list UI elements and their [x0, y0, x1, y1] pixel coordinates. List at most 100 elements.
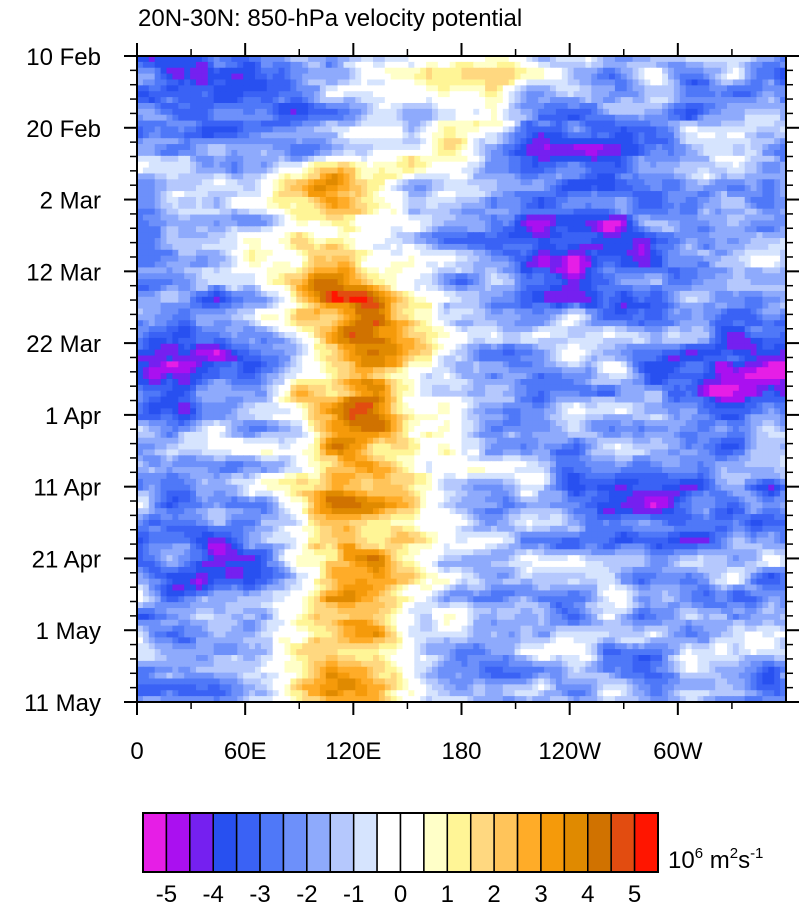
heatmap-cell: [673, 97, 681, 104]
heatmap-cell: [461, 108, 468, 116]
heatmap-cell: [697, 191, 704, 198]
heatmap-cell: [703, 308, 710, 315]
heatmap-cell: [526, 255, 533, 263]
heatmap-cell: [721, 296, 728, 304]
heatmap-cell: [290, 114, 297, 122]
heatmap-cell: [207, 232, 215, 239]
heatmap-cell: [219, 296, 227, 304]
heatmap-cell: [255, 161, 262, 169]
heatmap-cell: [644, 255, 651, 263]
heatmap-cell: [325, 220, 333, 227]
heatmap-cell: [485, 126, 492, 133]
heatmap-cell: [260, 108, 268, 116]
heatmap-cell: [213, 73, 221, 81]
heatmap-cell: [561, 314, 569, 321]
heatmap-cell: [166, 61, 173, 69]
heatmap-cell: [538, 173, 545, 180]
heatmap-cell: [331, 120, 339, 128]
heatmap-cell: [632, 202, 640, 210]
heatmap-cell: [148, 161, 156, 169]
heatmap-cell: [142, 249, 150, 257]
heatmap-cell: [473, 114, 480, 122]
heatmap-cell: [367, 167, 374, 175]
heatmap-cell: [738, 61, 746, 69]
heatmap-cell: [697, 155, 704, 163]
heatmap-cell: [207, 255, 215, 263]
heatmap-cell: [685, 249, 693, 257]
heatmap-cell: [544, 202, 551, 210]
heatmap-cell: [750, 120, 758, 128]
heatmap-cell: [414, 238, 421, 245]
heatmap-cell: [538, 85, 545, 92]
heatmap-cell: [685, 191, 693, 198]
heatmap-cell: [355, 261, 362, 269]
heatmap-cell: [426, 167, 433, 175]
heatmap-cell: [603, 85, 610, 92]
heatmap-cell: [402, 220, 409, 227]
heatmap-cell: [491, 114, 498, 122]
heatmap-cell: [461, 91, 468, 98]
heatmap-cell: [249, 138, 256, 145]
heatmap-cell: [272, 67, 280, 75]
heatmap-cell: [455, 243, 463, 251]
heatmap-cell: [272, 267, 280, 274]
heatmap-cell: [437, 155, 445, 163]
heatmap-cell: [148, 144, 156, 151]
heatmap-cell: [196, 285, 203, 292]
heatmap-cell: [544, 97, 551, 104]
heatmap-cell: [544, 67, 551, 75]
heatmap-cell: [709, 85, 716, 92]
heatmap-cell: [650, 214, 657, 222]
heatmap-cell: [508, 314, 516, 321]
heatmap-cell: [496, 56, 504, 63]
heatmap-cell: [201, 185, 209, 192]
heatmap-cell: [502, 267, 510, 274]
heatmap-cell: [408, 238, 415, 245]
heatmap-cell: [721, 73, 728, 81]
heatmap-cell: [172, 73, 179, 81]
heatmap-cell: [437, 214, 445, 222]
heatmap-cell: [732, 102, 740, 110]
heatmap-cell: [455, 126, 463, 133]
heatmap-cell: [160, 296, 168, 304]
heatmap-cell: [225, 232, 232, 239]
heatmap-cell: [420, 79, 427, 86]
heatmap-cell: [166, 114, 173, 122]
heatmap-cell: [225, 208, 232, 216]
heatmap-cell: [544, 79, 551, 86]
heatmap-cell: [420, 267, 427, 274]
heatmap-cell: [308, 179, 315, 186]
heatmap-cell: [756, 149, 763, 157]
heatmap-cell: [685, 302, 693, 310]
heatmap-cell: [343, 208, 350, 216]
heatmap-cell: [290, 149, 297, 157]
heatmap-cell: [408, 56, 415, 63]
heatmap-cell: [673, 126, 681, 133]
heatmap-cell: [190, 167, 197, 175]
heatmap-cell: [325, 67, 333, 75]
heatmap-cell: [567, 279, 575, 286]
heatmap-cell: [744, 67, 752, 75]
heatmap-cell: [384, 249, 392, 257]
heatmap-cell: [343, 102, 350, 110]
heatmap-cell: [614, 226, 622, 233]
heatmap-cell: [709, 285, 716, 292]
heatmap-cell: [774, 173, 781, 180]
heatmap-cell: [744, 120, 752, 128]
heatmap-cell: [255, 285, 262, 292]
heatmap-cell: [597, 73, 604, 81]
heatmap-cell: [260, 196, 268, 204]
heatmap-cell: [237, 91, 244, 98]
heatmap-cell: [721, 85, 728, 92]
heatmap-cell: [278, 114, 286, 122]
heatmap-cell: [573, 249, 581, 257]
heatmap-cell: [620, 267, 628, 274]
heatmap-cell: [573, 73, 581, 81]
heatmap-cell: [343, 220, 350, 227]
heatmap-cell: [190, 320, 197, 327]
heatmap-cell: [496, 126, 504, 133]
heatmap-cell: [620, 214, 628, 222]
heatmap-cell: [260, 79, 268, 86]
heatmap-cell: [756, 202, 763, 210]
heatmap-cell: [479, 161, 486, 169]
